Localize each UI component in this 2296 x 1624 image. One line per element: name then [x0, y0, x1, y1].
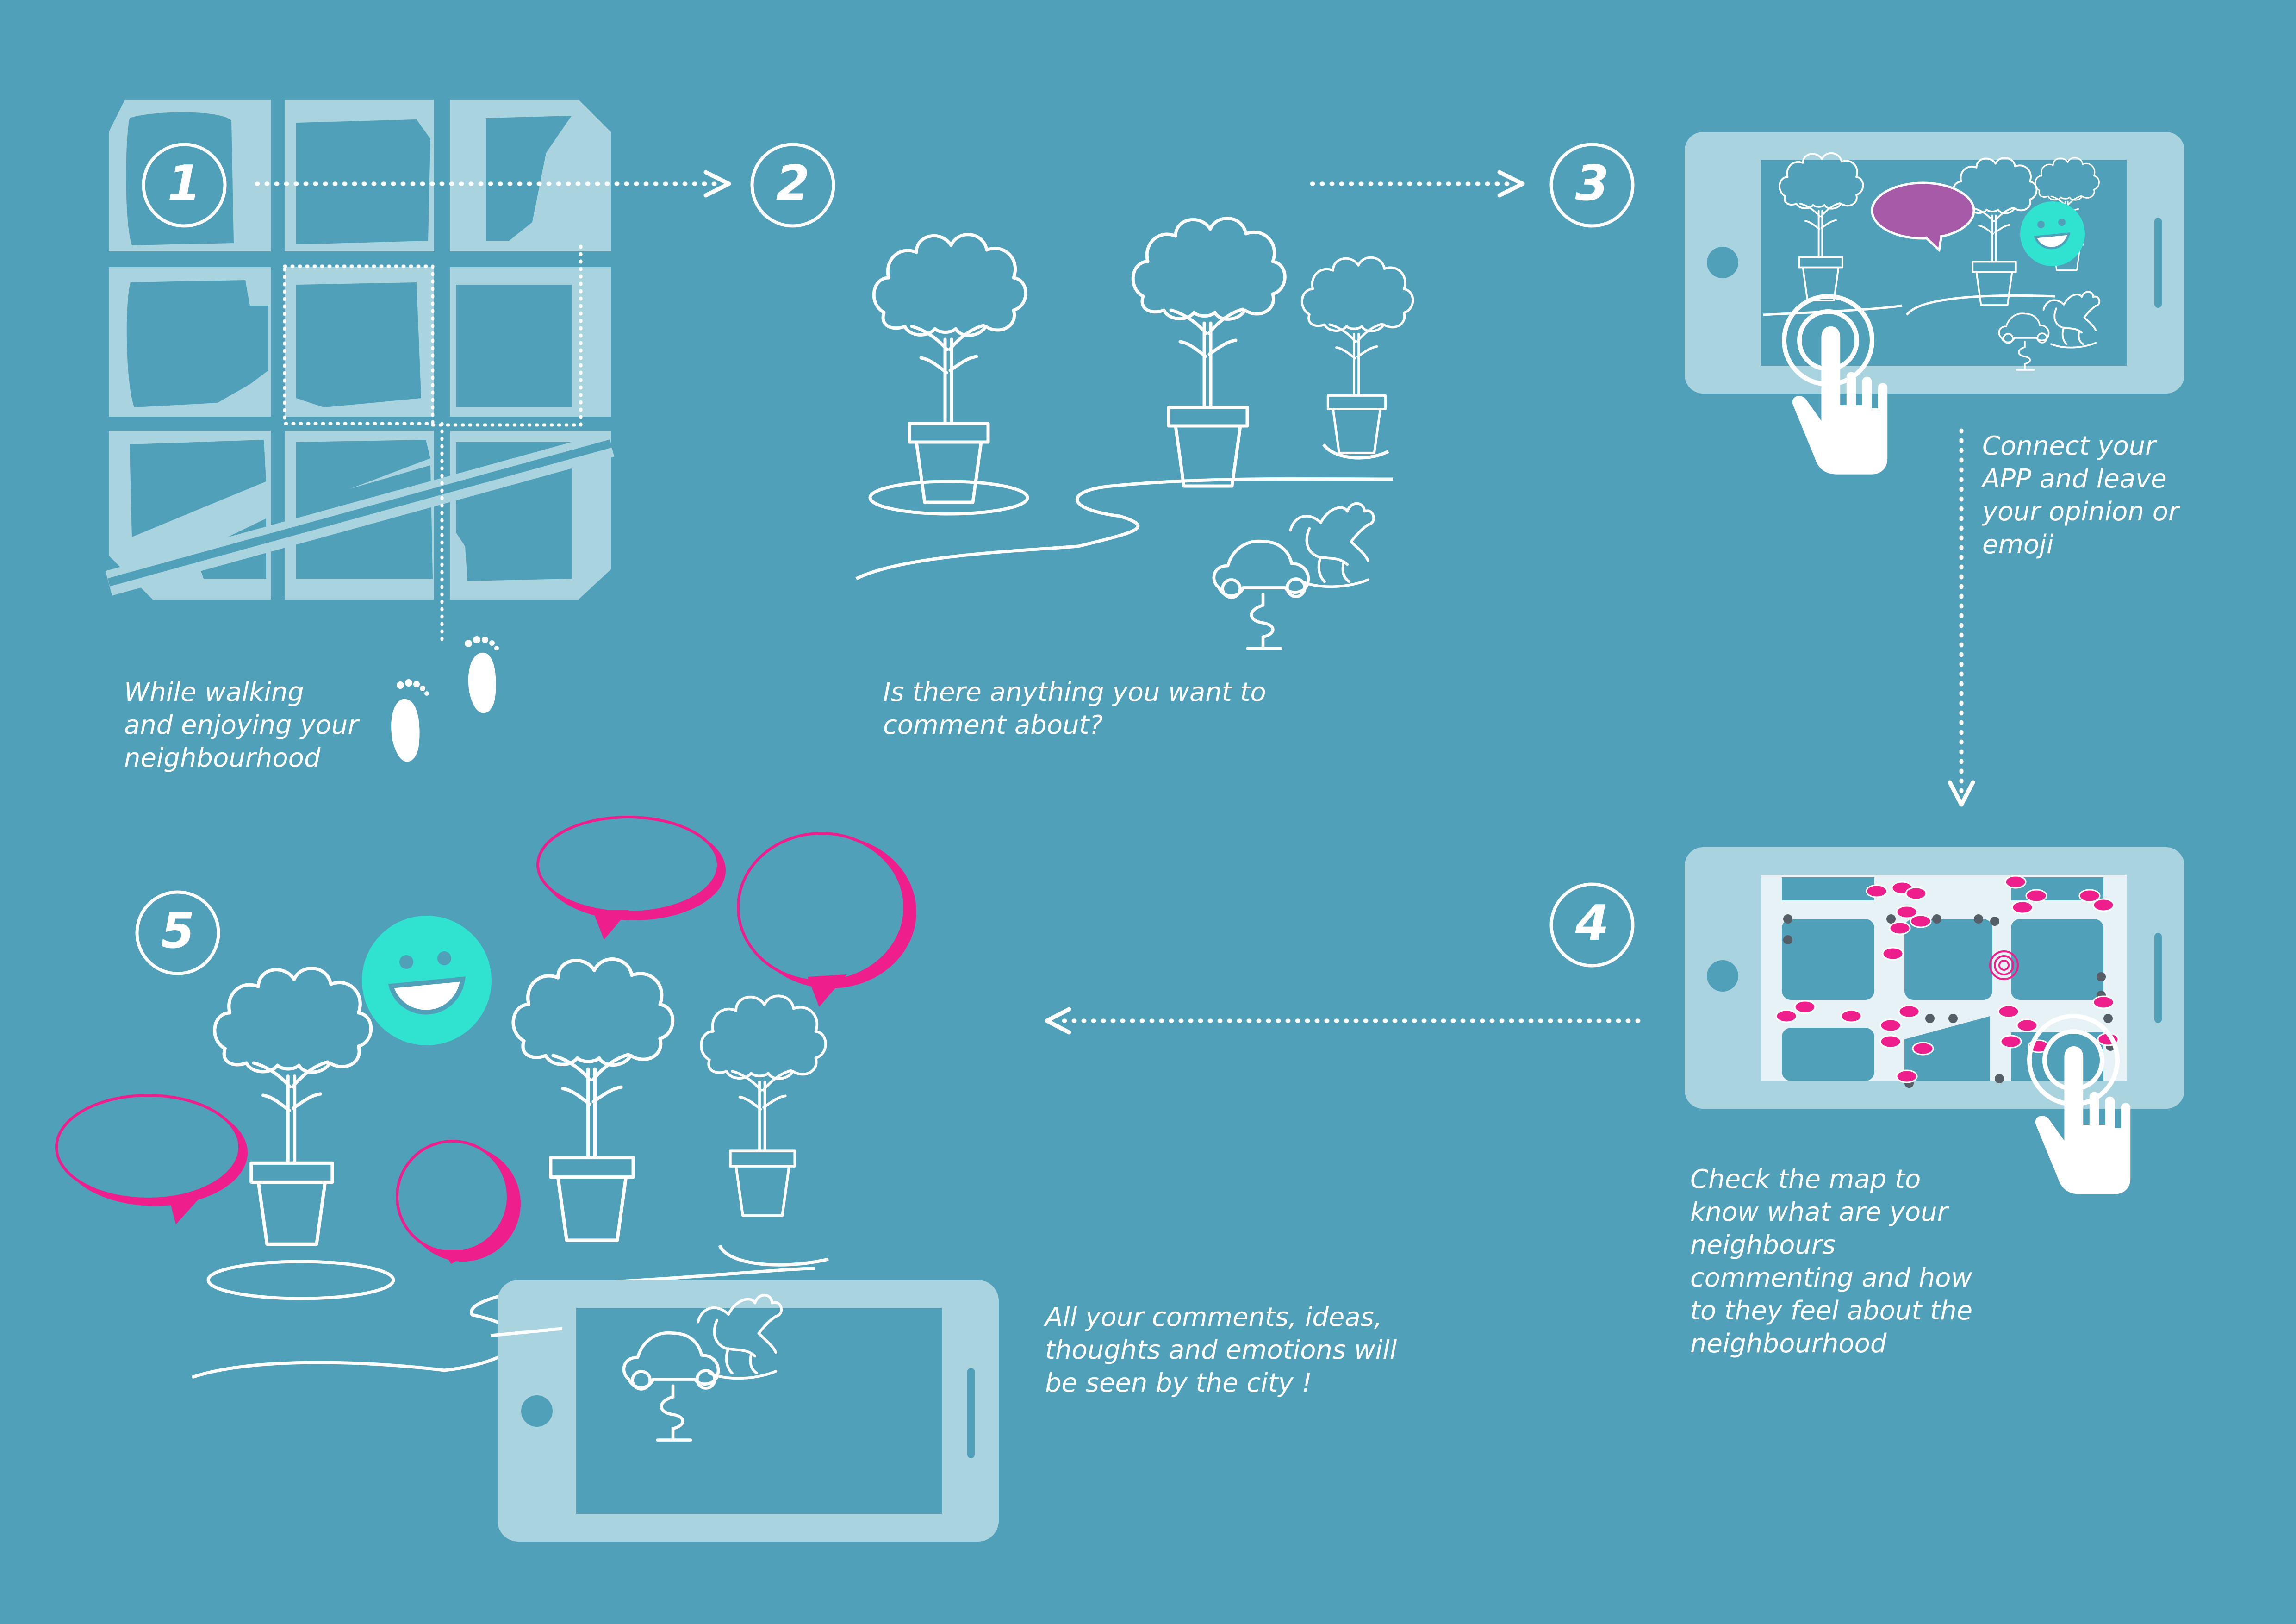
caption-line: Is there anything you want to — [883, 677, 1266, 707]
step-number-5: 5 — [135, 890, 220, 975]
tree-pot-icon — [701, 996, 826, 1215]
step-2-caption: Is there anything you want to comment ab… — [883, 676, 1266, 742]
park-scene — [855, 219, 1413, 649]
step-number-3: 3 — [1549, 143, 1635, 228]
step-4-caption: Check the map to know what are your neig… — [1690, 1163, 1972, 1360]
tree-pot-icon — [1133, 219, 1285, 486]
caption-line: know what are your — [1690, 1197, 1948, 1227]
caption-line: comment about? — [883, 710, 1103, 740]
tree-pot-icon — [874, 235, 1026, 502]
commented-park-scene — [55, 816, 999, 1542]
smartphone-icon — [1685, 132, 2184, 394]
tree-pot-icon — [215, 968, 371, 1244]
phone-screen-map — [1761, 875, 2127, 1106]
smiley-icon — [2020, 201, 2085, 266]
phone-screen-scene — [1763, 152, 2101, 387]
svg-text:4: 4 — [1574, 895, 1609, 951]
arrow-icon-1-to-2 — [255, 170, 731, 198]
caption-line: and enjoying your — [124, 710, 359, 740]
tree-pot-icon — [1302, 257, 1412, 453]
step-1-caption: While walking and enjoying your neighbou… — [124, 676, 358, 775]
smartphone-icon — [490, 1280, 999, 1542]
speech-bubble-icon — [737, 832, 916, 1007]
caption-line: to they feel about the — [1690, 1296, 1973, 1326]
step-5-caption: All your comments, ideas, thoughts and e… — [1045, 1301, 1397, 1399]
smiley-icon — [362, 916, 492, 1045]
neighbourhood-map — [105, 100, 615, 645]
speech-bubble-icon — [1871, 181, 1975, 253]
caption-line: Connect your — [1982, 431, 2156, 461]
footprints-icon — [391, 636, 499, 762]
caption-line: While walking — [124, 677, 304, 707]
speech-bubble-icon — [396, 1140, 521, 1264]
rocking-horse-icon — [1290, 504, 1374, 587]
step-number-1: 1 — [142, 143, 227, 228]
step-3-caption: Connect your APP and leave your opinion … — [1982, 430, 2179, 561]
car-spring-rider-icon — [1214, 541, 1308, 648]
arrow-icon-2-to-3 — [1310, 170, 1525, 198]
caption-line: All your comments, ideas, — [1045, 1302, 1382, 1332]
tree-pot-icon — [513, 959, 672, 1240]
arrow-icon-4-to-5 — [1045, 1007, 1641, 1035]
caption-line: neighbours — [1690, 1230, 1836, 1260]
caption-line: neighbourhood — [1690, 1329, 1887, 1359]
svg-text:3: 3 — [1575, 155, 1609, 212]
caption-line: APP and leave — [1982, 464, 2167, 494]
caption-line: thoughts and emotions will — [1045, 1335, 1397, 1365]
caption-line: Check the map to — [1690, 1164, 1921, 1194]
svg-text:2: 2 — [776, 155, 809, 212]
step-number-4: 4 — [1549, 882, 1635, 968]
location-target-icon — [1989, 950, 2019, 980]
svg-text:1: 1 — [167, 155, 201, 212]
caption-line: commenting and how — [1690, 1263, 1972, 1293]
speech-bubble-icon — [55, 1094, 248, 1224]
step-number-2: 2 — [750, 143, 835, 228]
svg-text:5: 5 — [161, 903, 194, 959]
arrow-icon-3-to-4 — [1948, 428, 1975, 807]
caption-line: neighbourhood — [124, 743, 321, 773]
caption-line: emoji — [1982, 530, 2054, 560]
caption-line: be seen by the city ! — [1045, 1368, 1313, 1398]
caption-line: your opinion or — [1982, 497, 2179, 527]
speech-bubble-icon — [536, 816, 726, 940]
